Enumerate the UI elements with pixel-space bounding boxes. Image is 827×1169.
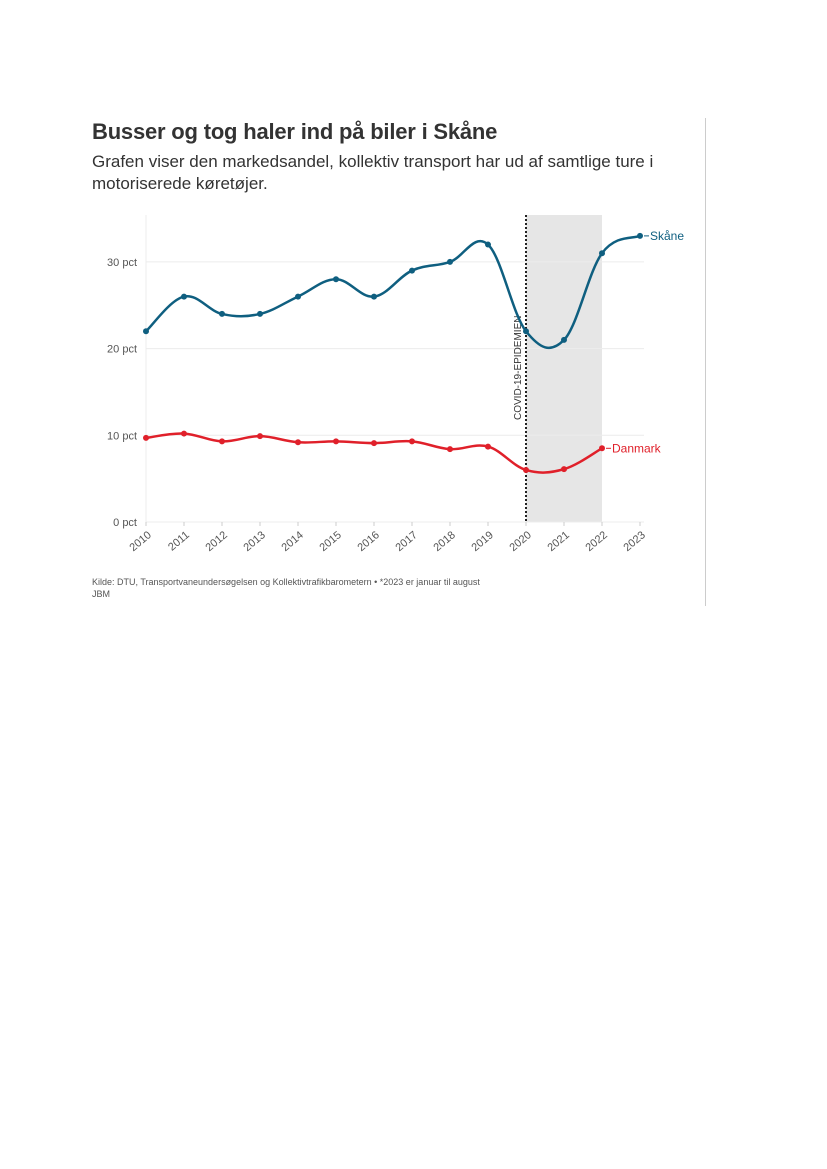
chart-footer: Kilde: DTU, Transportvaneundersøgelsen o… [92, 576, 480, 600]
x-tick-label: 2012 [203, 529, 229, 554]
data-point-danmark [599, 445, 605, 452]
data-point-skne [181, 293, 187, 300]
data-point-skne [485, 241, 491, 248]
data-point-skne [599, 250, 605, 257]
y-tick-label: 10 pct [107, 430, 137, 442]
y-tick-label: 30 pct [107, 257, 137, 269]
data-point-danmark [181, 430, 187, 437]
data-point-skne [371, 293, 377, 300]
chart-subtitle: Grafen viser den markedsandel, kollektiv… [92, 152, 654, 193]
series-label-skne: Skåne [650, 229, 684, 243]
credit: JBM [92, 589, 110, 599]
x-tick-label: 2023 [621, 529, 647, 554]
x-tick-label: 2011 [166, 529, 192, 553]
data-point-danmark [561, 466, 567, 473]
x-tick-label: 2018 [431, 529, 457, 554]
y-tick-label: 20 pct [107, 344, 137, 356]
x-tick-label: 2020 [507, 529, 533, 554]
data-point-danmark [333, 438, 339, 445]
x-tick-label: 2016 [355, 529, 381, 554]
x-tick-label: 2013 [241, 529, 267, 554]
data-point-skne [295, 293, 301, 300]
data-point-skne [561, 336, 567, 343]
data-point-skne [257, 310, 263, 317]
x-tick-label: 2019 [469, 529, 495, 554]
data-point-danmark [371, 440, 377, 447]
x-tick-label: 2021 [545, 529, 571, 554]
data-point-danmark [523, 466, 529, 473]
data-point-danmark [257, 433, 263, 440]
data-point-skne [523, 328, 529, 335]
chart-title: Busser og tog haler ind på biler i Skåne [92, 119, 498, 144]
x-tick-label: 2014 [279, 529, 305, 554]
x-tick-label: 2010 [127, 529, 153, 554]
covid-shade [526, 215, 602, 522]
source-note: Kilde: DTU, Transportvaneundersøgelsen o… [92, 577, 480, 587]
data-point-skne [143, 328, 149, 335]
data-point-danmark [409, 438, 415, 445]
data-point-skne [637, 232, 643, 239]
y-tick-label: 0 pct [113, 517, 137, 529]
covid-label: COVID-19-EPIDEMIEN [513, 316, 524, 420]
data-point-skne [333, 276, 339, 283]
x-tick-label: 2015 [317, 529, 343, 554]
data-point-skne [447, 258, 453, 265]
data-point-danmark [447, 446, 453, 453]
data-point-danmark [219, 438, 225, 445]
series-label-danmark: Danmark [612, 441, 662, 455]
divider-line [705, 118, 706, 606]
data-point-danmark [143, 434, 149, 441]
x-tick-label: 2022 [583, 529, 609, 554]
line-chart: 0 pct 10 pct 20 pct 30 pct 2010 2011 2012 2013 2… [107, 215, 684, 554]
data-point-skne [409, 267, 415, 274]
x-tick-label: 2017 [393, 529, 419, 554]
data-point-skne [219, 310, 225, 317]
data-point-danmark [295, 439, 301, 446]
data-point-danmark [485, 443, 491, 450]
